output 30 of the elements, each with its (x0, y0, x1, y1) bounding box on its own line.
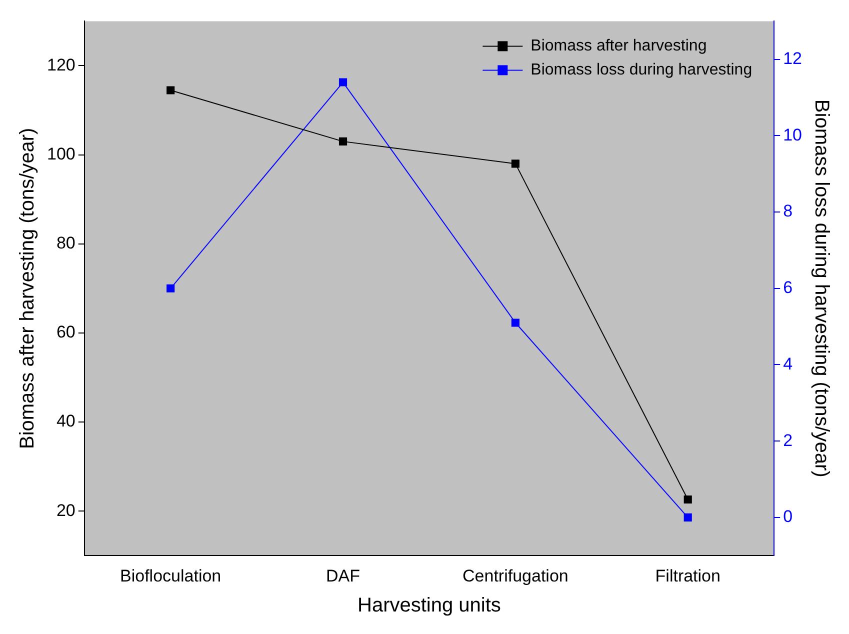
y-tick-label: 80 (56, 234, 76, 253)
x-axis-title: Harvesting units (358, 594, 501, 617)
y2-tick-label: 8 (783, 202, 793, 221)
y2-tick-label: 0 (783, 507, 793, 526)
x-tick-label: Biofloculation (120, 566, 222, 586)
y-tick-label: 100 (46, 144, 76, 164)
point (684, 513, 692, 522)
y-axis-title: Biomass after harvesting (tons/year) (16, 128, 39, 450)
point (511, 318, 520, 327)
y2-tick-label: 4 (783, 354, 793, 374)
point (338, 78, 348, 86)
legend-label: Biomass after harvesting (530, 38, 707, 55)
x-tick-label: DAF (326, 566, 360, 586)
point (166, 86, 175, 94)
y2-tick-label: 12 (783, 49, 802, 68)
y2-tick-label: 10 (783, 125, 802, 144)
legend-label: Biomass loss during harvesting (530, 62, 752, 79)
y-tick-label: 120 (46, 55, 76, 74)
x-tick-label: Centrifugation (462, 566, 568, 586)
y2-tick-label: 6 (783, 278, 793, 298)
point (684, 495, 692, 504)
y-tick-label: 40 (56, 412, 76, 431)
x-tick-label: Filtration (655, 566, 720, 586)
y2-axis-title: Biomass loss during harvesting (tons/year) (810, 99, 832, 478)
y2-tick-label: 2 (783, 430, 793, 450)
point (338, 137, 348, 146)
y-tick-label: 20 (56, 500, 76, 520)
point (511, 160, 520, 168)
y-tick-label: 60 (56, 322, 76, 342)
point (166, 284, 175, 292)
